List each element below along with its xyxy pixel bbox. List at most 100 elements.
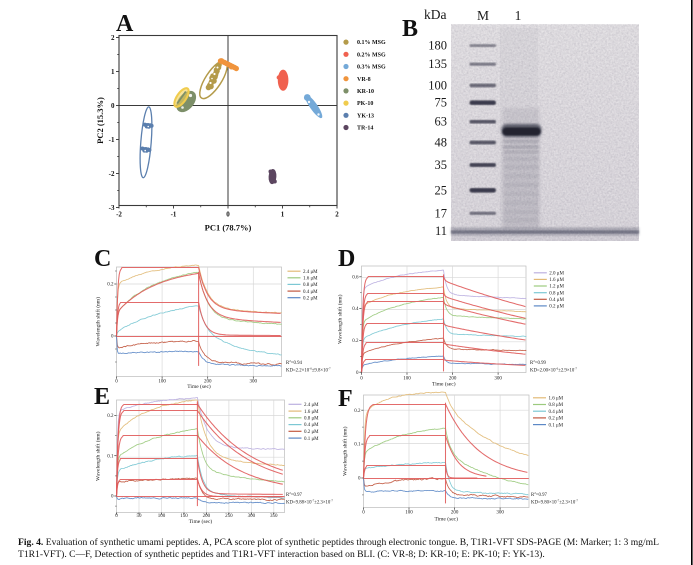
svg-text:135: 135: [428, 57, 447, 71]
svg-text:KR-10: KR-10: [357, 89, 374, 95]
svg-text:-3: -3: [109, 204, 115, 212]
svg-text:0.8 μM: 0.8 μM: [303, 283, 318, 288]
svg-text:0.1 μM: 0.1 μM: [304, 437, 319, 442]
svg-text:0.8 μM: 0.8 μM: [549, 291, 564, 296]
svg-text:0.2: 0.2: [354, 409, 361, 414]
svg-text:0.3% MSG: 0.3% MSG: [357, 65, 386, 71]
svg-text:1.2 μM: 1.2 μM: [549, 285, 564, 290]
svg-text:300: 300: [248, 514, 256, 519]
svg-text:75: 75: [435, 96, 448, 110]
svg-text:100: 100: [158, 380, 166, 385]
svg-text:1: 1: [281, 211, 285, 219]
svg-text:1: 1: [111, 68, 115, 76]
svg-text:100: 100: [158, 514, 166, 519]
svg-text:250: 250: [225, 514, 233, 519]
svg-text:200: 200: [204, 380, 212, 385]
svg-text:0: 0: [111, 102, 115, 110]
svg-text:B: B: [402, 16, 418, 42]
svg-text:1.6 μM: 1.6 μM: [549, 397, 564, 402]
svg-text:200: 200: [451, 511, 459, 516]
svg-text:0.2: 0.2: [107, 414, 114, 419]
svg-text:150: 150: [180, 514, 188, 519]
svg-text:1.6 μM: 1.6 μM: [549, 278, 564, 283]
svg-text:2.4 μM: 2.4 μM: [304, 403, 319, 408]
svg-text:0: 0: [111, 335, 114, 340]
svg-text:TR-14: TR-14: [357, 126, 373, 132]
svg-text:R2=0.97: R2=0.97: [286, 491, 302, 498]
svg-text:0: 0: [358, 477, 361, 482]
svg-text:1: 1: [515, 8, 522, 23]
svg-text:0.4 μM: 0.4 μM: [549, 410, 564, 415]
svg-text:C: C: [94, 246, 111, 272]
svg-text:-2: -2: [116, 211, 122, 219]
svg-text:180: 180: [428, 39, 447, 53]
svg-text:17: 17: [435, 206, 448, 220]
svg-text:1.6 μM: 1.6 μM: [303, 277, 318, 282]
svg-text:2.0 μM: 2.0 μM: [549, 272, 564, 277]
svg-text:0.4 μM: 0.4 μM: [549, 298, 564, 303]
svg-text:0: 0: [360, 377, 363, 382]
svg-text:-2: -2: [109, 170, 115, 178]
svg-text:48: 48: [435, 136, 448, 150]
svg-text:YK-13: YK-13: [357, 113, 374, 119]
svg-text:kDa: kDa: [424, 7, 447, 22]
svg-text:R2=0.99: R2=0.99: [530, 359, 546, 366]
svg-text:KD=9.80×10-7±2.3×10-7: KD=9.80×10-7±2.3×10-7: [531, 499, 578, 506]
svg-text:0.1: 0.1: [354, 443, 361, 448]
svg-text:0.2 μM: 0.2 μM: [303, 296, 318, 301]
svg-text:E: E: [94, 384, 110, 410]
svg-text:0.4 μM: 0.4 μM: [303, 290, 318, 295]
svg-text:0: 0: [115, 514, 118, 519]
svg-text:Time (sec): Time (sec): [187, 383, 211, 390]
svg-text:0.1% MSG: 0.1% MSG: [357, 40, 386, 46]
svg-text:0.8 μM: 0.8 μM: [304, 417, 319, 422]
svg-text:Wavelength shift (nm): Wavelength shift (nm): [95, 431, 102, 481]
svg-text:Time (sec): Time (sec): [189, 518, 213, 525]
svg-text:0.4 μM: 0.4 μM: [304, 423, 319, 428]
svg-text:0.2: 0.2: [352, 339, 359, 344]
svg-text:0: 0: [226, 211, 230, 219]
svg-text:100: 100: [428, 78, 447, 92]
svg-text:-1: -1: [109, 136, 115, 144]
svg-text:300: 300: [496, 511, 504, 516]
svg-text:2: 2: [111, 34, 115, 42]
svg-text:0.2 μM: 0.2 μM: [304, 430, 319, 435]
svg-text:2: 2: [335, 211, 339, 219]
svg-text:0: 0: [115, 380, 118, 385]
svg-text:2.4 μM: 2.4 μM: [303, 270, 318, 275]
svg-text:63: 63: [435, 115, 448, 129]
svg-text:100: 100: [403, 377, 411, 382]
svg-text:Wavelength shift (nm): Wavelength shift (nm): [95, 297, 102, 347]
svg-text:0.2 μM: 0.2 μM: [549, 417, 564, 422]
svg-text:KD=2.2×10-6±9.8×10-7: KD=2.2×10-6±9.8×10-7: [286, 367, 331, 374]
svg-text:1.6 μM: 1.6 μM: [304, 410, 319, 415]
svg-text:Wavelength shift (nm): Wavelength shift (nm): [337, 294, 344, 344]
svg-text:200: 200: [449, 377, 457, 382]
svg-text:0.2 μM: 0.2 μM: [549, 305, 564, 310]
svg-text:35: 35: [435, 158, 448, 172]
svg-text:Wavelength shift (nm): Wavelength shift (nm): [342, 426, 349, 476]
svg-text:0.2: 0.2: [107, 283, 114, 288]
svg-text:0: 0: [356, 371, 359, 376]
svg-text:50: 50: [137, 514, 143, 519]
svg-text:KD=9.88×10-7±2.3×10-7: KD=9.88×10-7±2.3×10-7: [286, 499, 333, 506]
svg-text:0.6: 0.6: [352, 275, 359, 280]
svg-text:Time (sec): Time (sec): [434, 516, 458, 523]
svg-text:200: 200: [203, 514, 211, 519]
svg-text:25: 25: [435, 183, 448, 197]
svg-text:0: 0: [362, 511, 365, 516]
svg-text:300: 300: [250, 380, 258, 385]
svg-text:0.4: 0.4: [352, 307, 359, 312]
svg-text:0.2% MSG: 0.2% MSG: [357, 52, 386, 58]
svg-text:PC2 (15.3%): PC2 (15.3%): [95, 97, 105, 144]
svg-text:A: A: [116, 11, 134, 37]
svg-text:11: 11: [435, 224, 447, 238]
svg-text:0: 0: [111, 495, 114, 500]
svg-text:F: F: [338, 386, 353, 412]
svg-text:VR-8: VR-8: [357, 77, 371, 83]
svg-text:-1: -1: [171, 211, 177, 219]
svg-text:300: 300: [494, 377, 502, 382]
svg-text:D: D: [338, 246, 355, 272]
svg-text:350: 350: [270, 514, 278, 519]
svg-text:100: 100: [405, 511, 413, 516]
